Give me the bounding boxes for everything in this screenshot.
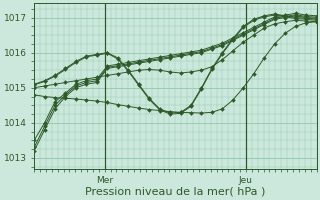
X-axis label: Pression niveau de la mer( hPa ): Pression niveau de la mer( hPa ) [85, 187, 266, 197]
